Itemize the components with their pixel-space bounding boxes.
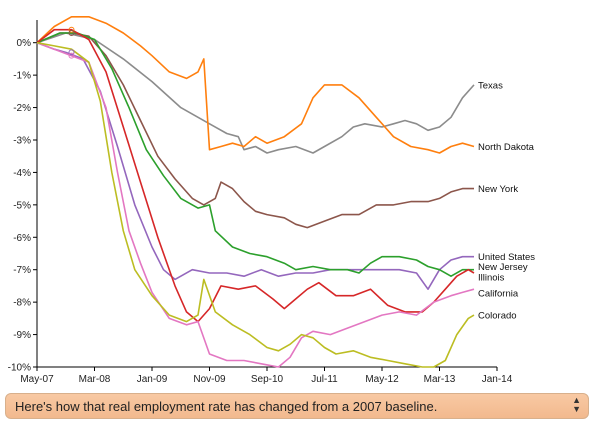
y-tick-label: -4%	[13, 168, 31, 179]
x-tick-label: Mar-08	[79, 374, 111, 385]
series-label-new-york: New York	[478, 184, 518, 195]
x-tick-label: Sep-10	[251, 374, 284, 385]
x-tick-label: Jan-09	[137, 374, 168, 385]
y-tick-label: 0%	[17, 38, 32, 49]
select-arrows-icon: ▲ ▼	[572, 395, 581, 414]
y-tick-label: -6%	[13, 233, 31, 244]
y-tick-label: -7%	[13, 265, 31, 276]
view-select[interactable]: Here's how that real employment rate has…	[5, 393, 589, 419]
series-line-texas	[36, 32, 475, 154]
series-line-new-york	[36, 32, 474, 229]
y-tick-label: -3%	[13, 135, 31, 146]
series-label-california: California	[478, 289, 519, 300]
series-line-new-jersey	[36, 32, 474, 277]
y-tick-label: -2%	[13, 103, 31, 114]
series-label-illinois: Illinois	[478, 272, 505, 283]
y-tick-label: -5%	[13, 200, 31, 211]
y-tick-label: -1%	[13, 71, 31, 82]
series-line-colorado	[36, 41, 475, 368]
series-label-colorado: Colorado	[478, 311, 517, 322]
series-line-illinois	[36, 28, 475, 323]
x-tick-label: Jan-14	[482, 374, 513, 385]
x-tick-label: Nov-09	[193, 374, 226, 385]
series-label-new-jersey: New Jersey	[478, 262, 528, 273]
series-line-north-dakota	[36, 16, 475, 154]
start-marker	[68, 52, 75, 59]
x-tick-label: May-07	[20, 374, 54, 385]
start-marker	[68, 29, 75, 36]
x-tick-label: Mar-13	[424, 374, 456, 385]
y-tick-label: -9%	[13, 330, 31, 341]
start-marker	[68, 49, 75, 56]
series-label-texas: Texas	[478, 80, 503, 91]
chart-axes: 0% -1% -2% -3% -4% -5% -6% -7% -8% -9% -10%May-07 M…	[8, 20, 513, 385]
view-select-label: Here's how that real employment rate has…	[15, 399, 438, 414]
employment-line-chart: 0% -1% -2% -3% -4% -5% -6% -7% -8% -9% -10%May-07 M…	[8, 16, 535, 385]
y-tick-label: -10%	[8, 363, 31, 374]
series-lines	[36, 16, 475, 368]
series-line-united-states	[36, 41, 474, 290]
series-label-united-states: United States	[478, 252, 535, 263]
series-labels: Texas North Dakota New York United StatesNe…	[478, 80, 535, 321]
y-tick-label: -8%	[13, 298, 31, 309]
series-label-north-dakota: North Dakota	[478, 142, 535, 153]
start-marker	[68, 26, 75, 33]
x-tick-label: May-12	[365, 374, 399, 385]
x-tick-label: Jul-11	[311, 374, 338, 385]
series-line-california	[36, 41, 475, 368]
